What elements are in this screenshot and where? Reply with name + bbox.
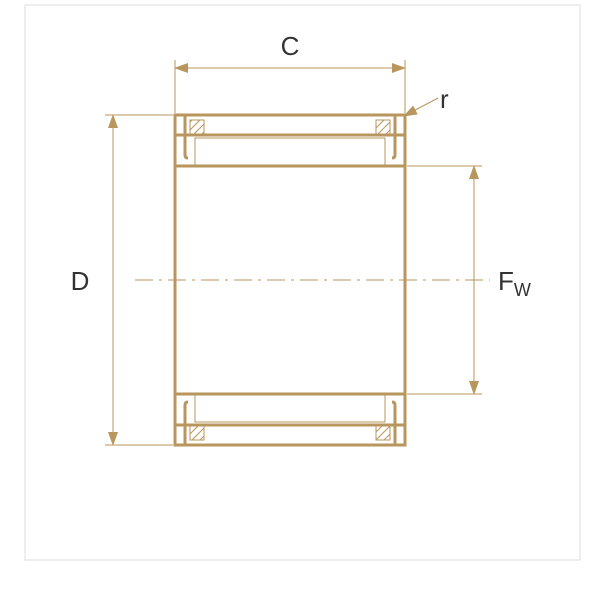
dim-r: r: [404, 84, 449, 116]
dim-C: C: [175, 31, 405, 113]
hatch-tr: [376, 120, 390, 134]
frame: [25, 5, 580, 560]
label-Fw: FW: [498, 266, 531, 300]
roller-bot: [195, 394, 385, 422]
hatch-br: [376, 426, 390, 440]
hatch-tl: [190, 120, 204, 134]
label-D: D: [71, 266, 90, 296]
label-r: r: [440, 84, 449, 114]
label-C: C: [281, 31, 300, 61]
hatch-bl: [190, 426, 204, 440]
dim-D: D: [71, 115, 173, 445]
roller-top: [195, 138, 385, 166]
bearing-diagram: C D FW r: [0, 0, 600, 600]
